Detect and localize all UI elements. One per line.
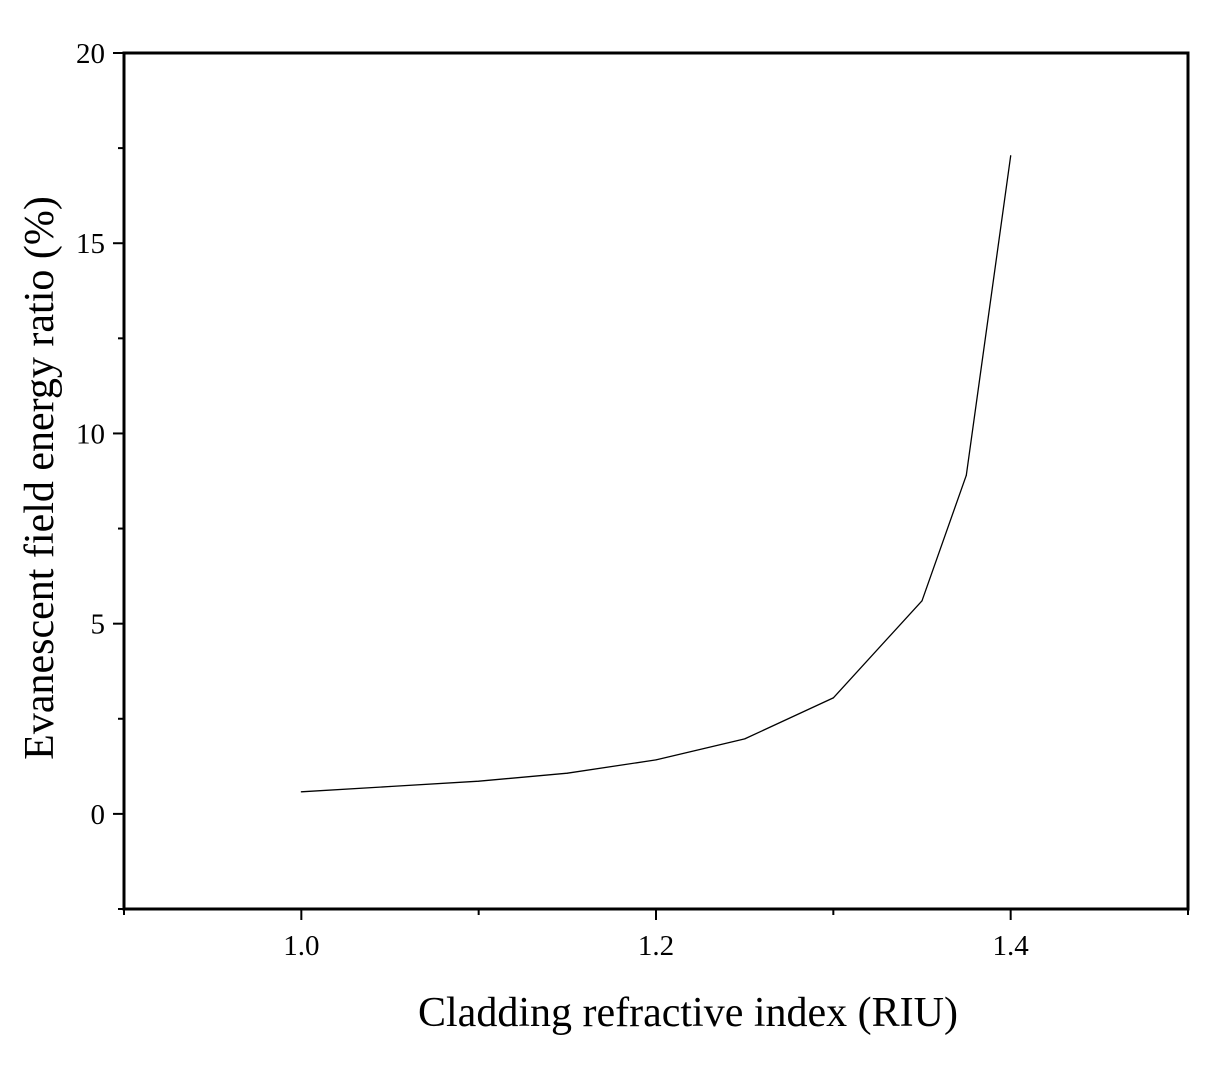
x-tick-label: 1.4 bbox=[993, 930, 1030, 962]
y-tick-label: 5 bbox=[91, 609, 106, 641]
y-tick-label: 10 bbox=[76, 418, 105, 450]
data-point bbox=[1010, 155, 1012, 157]
y-tick-label: 20 bbox=[76, 38, 105, 70]
data-point bbox=[832, 697, 834, 699]
data-point bbox=[478, 780, 480, 782]
data-point bbox=[300, 791, 302, 793]
series-line bbox=[301, 155, 1012, 793]
data-point bbox=[566, 772, 568, 774]
minor-ticks bbox=[118, 147, 1189, 915]
plot-frame bbox=[122, 51, 1190, 911]
major-ticks bbox=[113, 52, 1012, 920]
x-tick-label: 1.0 bbox=[283, 930, 319, 962]
y-tick-label: 15 bbox=[76, 228, 105, 260]
data-point bbox=[655, 759, 657, 761]
y-tick-label: 0 bbox=[91, 799, 106, 831]
y-axis-title: Evanescent field energy ratio (%) bbox=[17, 196, 63, 760]
series-layer bbox=[300, 155, 1012, 793]
x-axis-title: Cladding refractive index (RIU) bbox=[418, 990, 958, 1036]
data-point bbox=[921, 600, 923, 602]
data-point bbox=[744, 738, 746, 740]
x-tick-label: 1.2 bbox=[638, 930, 674, 962]
data-point bbox=[965, 474, 967, 476]
tick-labels: 1.0 1.2 1.4 0 5 10 15 20 bbox=[76, 38, 1029, 962]
data-point bbox=[389, 785, 391, 788]
